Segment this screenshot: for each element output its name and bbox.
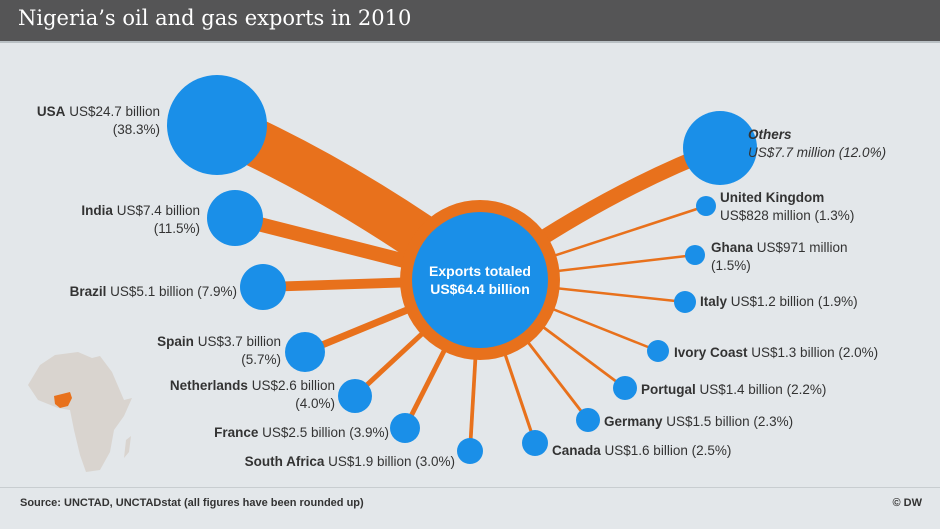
bubble-ivory-coast xyxy=(647,340,669,362)
label-netherlands: Netherlands US$2.6 billion (4.0%) xyxy=(170,377,335,413)
country-name: Italy xyxy=(700,294,728,309)
export-value: US$7.4 billion xyxy=(112,203,200,218)
bubble-italy xyxy=(674,291,696,313)
africa-shape xyxy=(28,352,132,472)
bubble-ghana xyxy=(685,245,705,265)
export-share: (1.5%) xyxy=(711,258,751,273)
country-name: Germany xyxy=(604,414,663,429)
bubble-france xyxy=(390,413,420,443)
country-name: Canada xyxy=(552,443,601,458)
total-label: Exports totaled US$64.4 billion xyxy=(400,262,560,298)
export-value: US$1.5 billion xyxy=(662,414,750,429)
bubble-portugal xyxy=(613,376,637,400)
label-others: Others US$7.7 million (12.0%) xyxy=(748,126,886,162)
bubble-india xyxy=(207,190,263,246)
export-value: US$2.5 billion xyxy=(258,425,346,440)
label-south-africa: South Africa US$1.9 billion (3.0%) xyxy=(245,453,455,471)
bubble-spain xyxy=(285,332,325,372)
export-value: US$1.4 billion xyxy=(695,382,783,397)
export-share: (5.7%) xyxy=(241,352,281,367)
export-share: (11.5%) xyxy=(153,221,200,236)
country-name: Others xyxy=(748,127,792,142)
export-value: US$1.6 billion xyxy=(600,443,688,458)
export-value: US$5.1 billion xyxy=(106,284,194,299)
total-line2: US$64.4 billion xyxy=(430,281,530,297)
source-note: Source: UNCTAD, UNCTADstat (all figures … xyxy=(20,497,364,509)
country-name: USA xyxy=(36,104,66,119)
nigeria-shape xyxy=(54,392,72,408)
country-name: Spain xyxy=(157,334,194,349)
export-value: US$828 million xyxy=(720,208,815,223)
bubble-germany xyxy=(576,408,600,432)
country-name: United Kingdom xyxy=(720,190,825,205)
label-united-kingdom: United Kingdom US$828 million (1.3%) xyxy=(720,189,854,225)
footer-divider xyxy=(0,487,940,488)
export-share: (2.3%) xyxy=(749,414,794,429)
export-value: US$24.7 billion xyxy=(65,104,160,119)
export-share: (1.3%) xyxy=(814,208,855,223)
africa-map xyxy=(28,352,132,472)
credit: © DW xyxy=(892,497,923,509)
country-name: Ghana xyxy=(711,240,754,255)
export-share: (12.0%) xyxy=(838,145,887,160)
country-name: Portugal xyxy=(641,382,696,397)
madagascar-shape xyxy=(124,436,131,458)
export-share: (2.2%) xyxy=(782,382,827,397)
export-value: US$1.3 billion xyxy=(747,345,835,360)
label-italy: Italy US$1.2 billion (1.9%) xyxy=(700,293,858,311)
bubble-others xyxy=(683,111,757,185)
bubble-south-africa xyxy=(457,438,483,464)
label-spain: Spain US$3.7 billion (5.7%) xyxy=(157,333,281,369)
bubble-netherlands xyxy=(338,379,372,413)
export-share: (4.0%) xyxy=(295,396,335,411)
label-india: India US$7.4 billion (11.5%) xyxy=(81,202,200,238)
country-name: Ivory Coast xyxy=(674,345,748,360)
label-brazil: Brazil US$5.1 billion (7.9%) xyxy=(70,283,237,301)
export-share: (3.9%) xyxy=(345,425,389,440)
label-ivory-coast: Ivory Coast US$1.3 billion (2.0%) xyxy=(674,344,878,362)
export-share: (2.5%) xyxy=(687,443,732,458)
bubble-brazil xyxy=(240,264,286,310)
export-value: US$2.6 billion xyxy=(247,378,335,393)
country-name: Netherlands xyxy=(169,378,248,393)
label-portugal: Portugal US$1.4 billion (2.2%) xyxy=(641,381,826,399)
export-share: (7.9%) xyxy=(193,284,237,299)
label-usa: USA US$24.7 billion (38.3%) xyxy=(37,103,160,139)
label-canada: Canada US$1.6 billion (2.5%) xyxy=(552,442,731,460)
label-germany: Germany US$1.5 billion (2.3%) xyxy=(604,413,793,431)
country-name: France xyxy=(214,425,259,440)
export-value: US$1.2 billion xyxy=(727,294,815,309)
export-share: (1.9%) xyxy=(814,294,858,309)
center-bubble xyxy=(412,212,548,348)
export-share: (2.0%) xyxy=(834,345,879,360)
label-ghana: Ghana US$971 million (1.5%) xyxy=(711,239,848,275)
export-share: (38.3%) xyxy=(112,122,160,137)
country-name: India xyxy=(81,203,113,218)
export-value: US$971 million xyxy=(753,240,848,255)
total-line1: Exports totaled xyxy=(429,263,531,279)
country-name: Brazil xyxy=(69,284,107,299)
country-name: South Africa xyxy=(244,454,325,469)
export-value: US$7.7 million xyxy=(748,145,839,160)
export-value: US$3.7 billion xyxy=(193,334,281,349)
title-bar: Nigeria’s oil and gas exports in 2010 xyxy=(0,0,940,43)
label-france: France US$2.5 billion (3.9%) xyxy=(214,424,389,442)
export-share: (3.0%) xyxy=(411,454,455,469)
page-title: Nigeria’s oil and gas exports in 2010 xyxy=(18,6,412,30)
export-value: US$1.9 billion xyxy=(324,454,412,469)
bubble-usa xyxy=(167,75,267,175)
bubble-canada xyxy=(522,430,548,456)
bubble-united-kingdom xyxy=(696,196,716,216)
